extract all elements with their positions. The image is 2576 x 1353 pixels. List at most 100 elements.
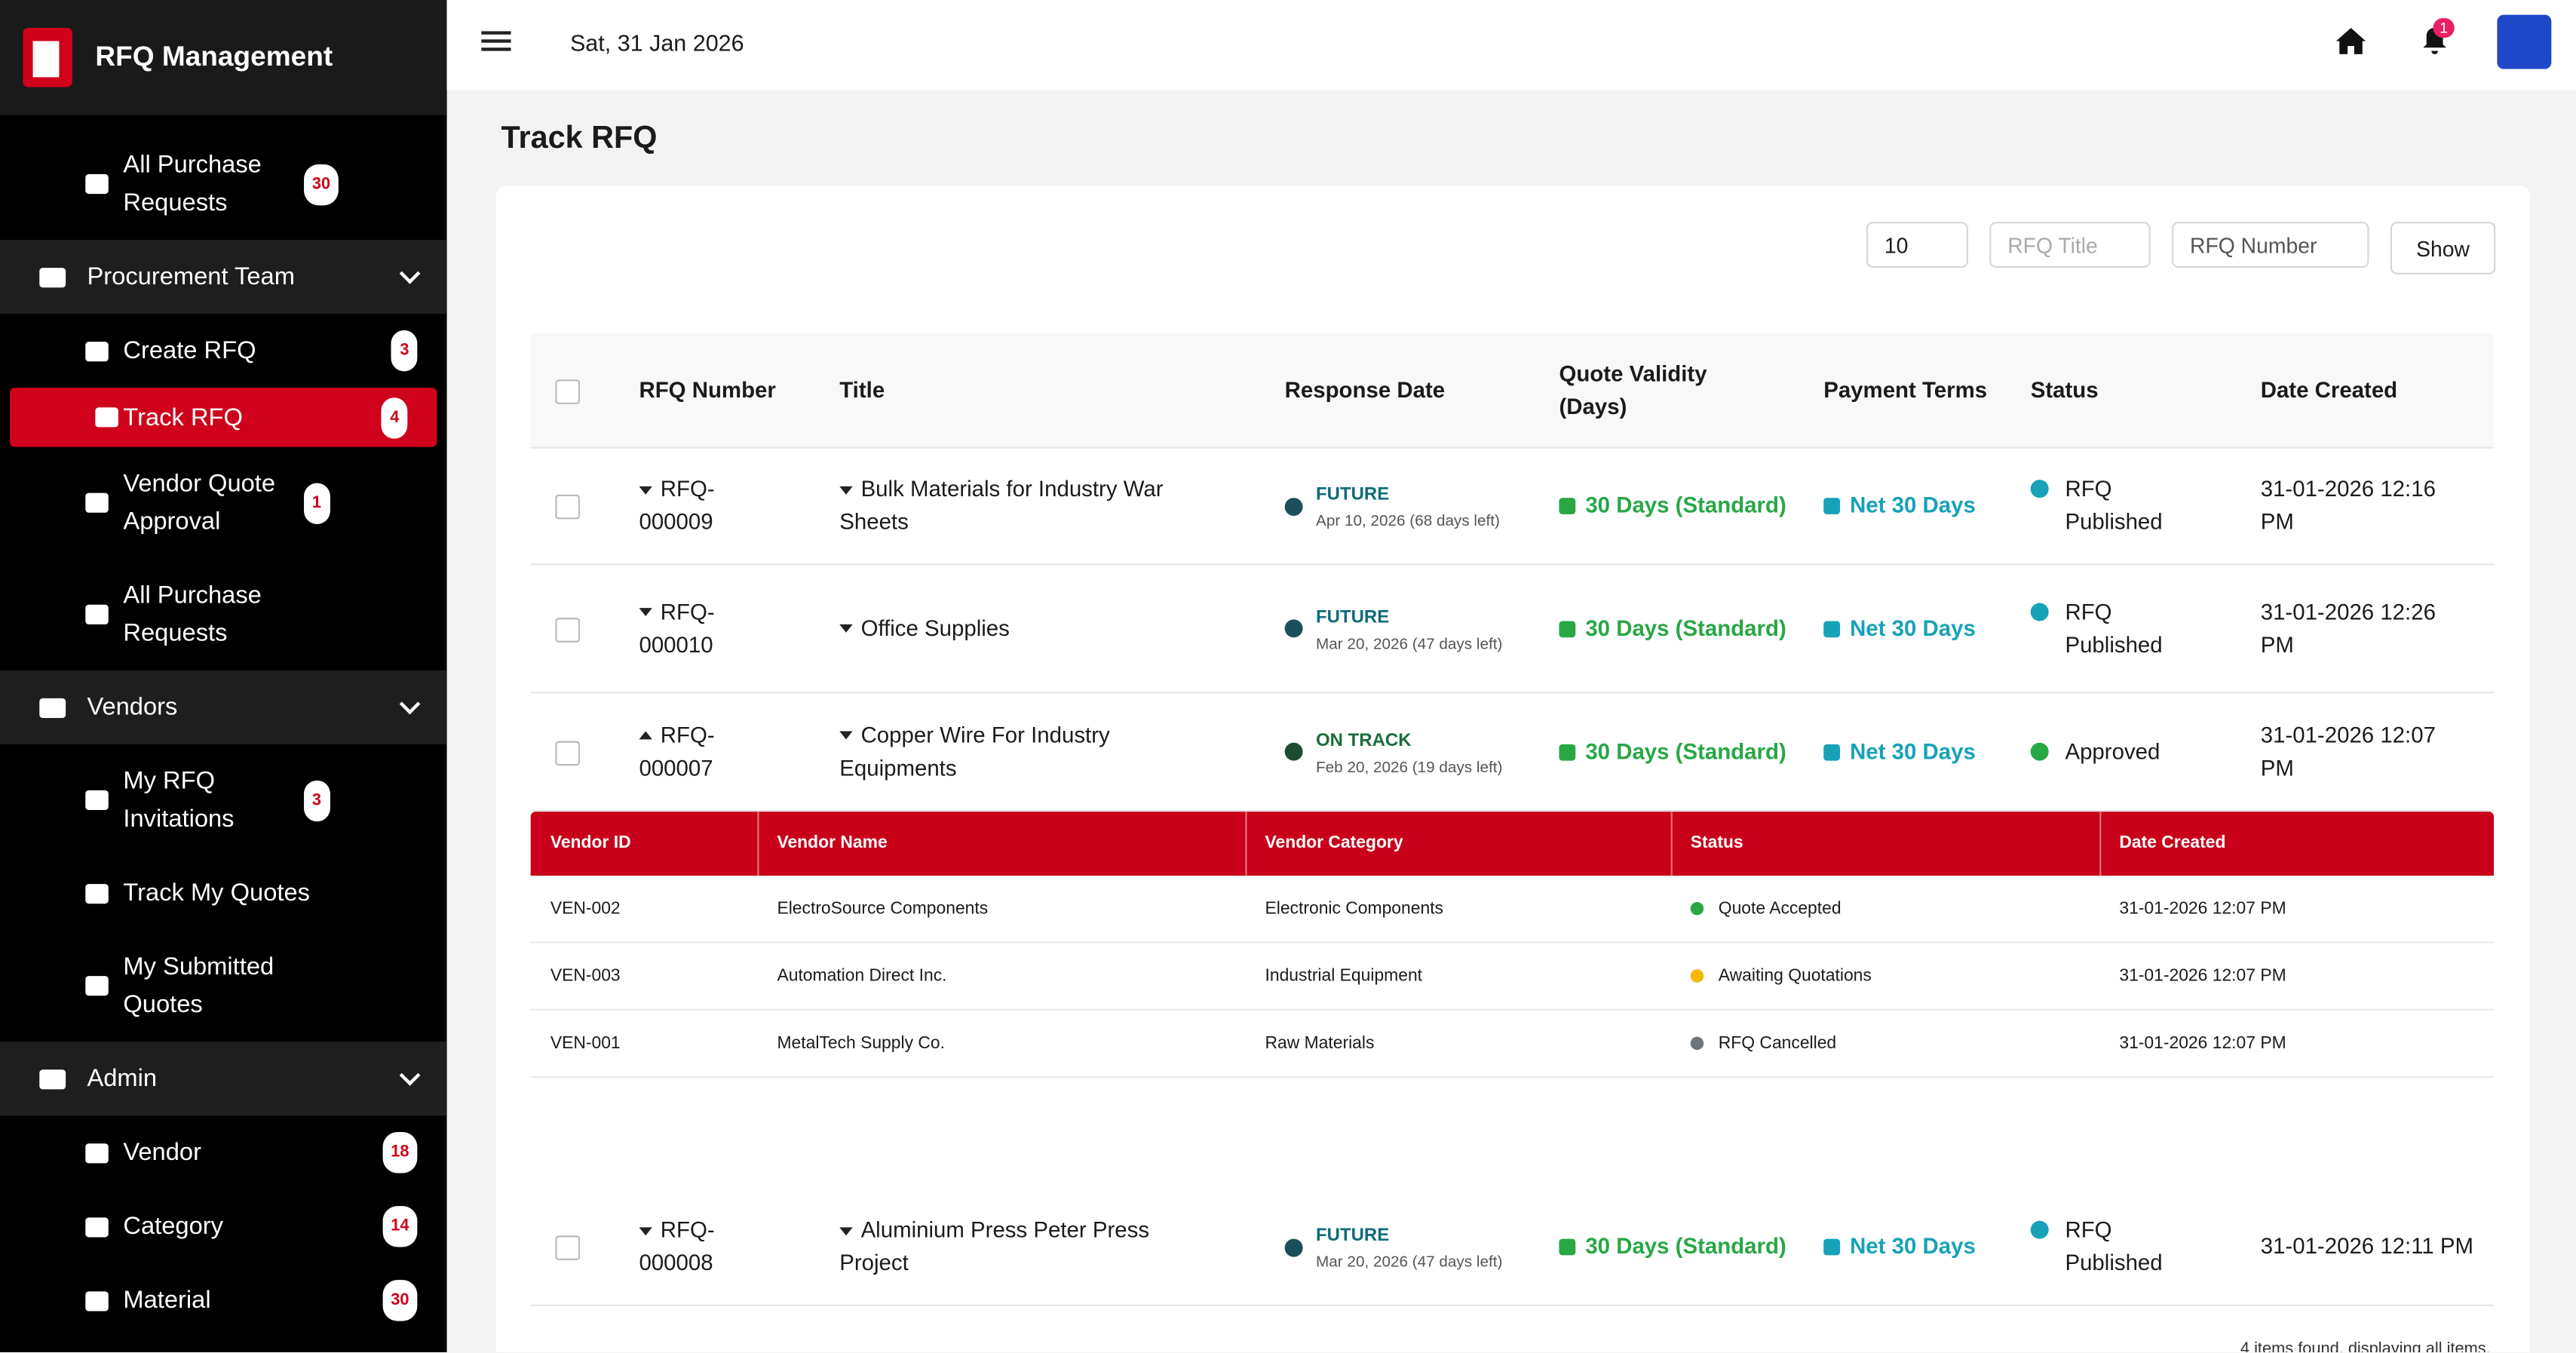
response-dot	[1284, 619, 1303, 638]
placeholder: RFQ Number	[2190, 232, 2317, 257]
vendor-cell: Raw Materials	[1265, 1033, 1374, 1053]
nav-item[interactable]: Vendor Quote Approval 1	[0, 447, 447, 559]
nav-label: Track RFQ	[123, 403, 243, 431]
table-row: RFQ-000010 Office Supplies FUTURE Mar 20, 2…	[530, 565, 2495, 694]
current-date: Sat, 31 Jan 2026	[569, 29, 744, 57]
status-cell: RFQ Published	[2030, 473, 2179, 538]
checkbox[interactable]	[555, 1235, 581, 1260]
brand[interactable]: RFQ Management	[0, 0, 447, 115]
nav-icon	[85, 341, 109, 361]
date-cell: 31-01-2026 12:07 PM	[2260, 722, 2436, 780]
nav-item[interactable]: Category 14	[0, 1189, 447, 1263]
caret	[639, 732, 652, 741]
nav-badge: 3	[391, 330, 418, 372]
status-dot	[2030, 741, 2049, 760]
show-button[interactable]: Show	[2390, 222, 2496, 275]
nav-group[interactable]: Procurement Team	[0, 240, 447, 314]
calendar-icon	[1559, 743, 1576, 760]
nav-icon	[85, 1216, 109, 1237]
page-size: 10	[1884, 232, 1909, 257]
validity-cell: 30 Days (Standard)	[1559, 612, 1786, 646]
nav-item[interactable]: All Purchase Requests 30	[0, 128, 447, 240]
vendor-cell: 31-01-2026 12:07 PM	[2119, 966, 2286, 986]
status: RFQ Published	[2065, 476, 2163, 535]
status-cell: Approved	[2030, 735, 2160, 769]
payment-terms: Net 30 Days	[1850, 615, 1976, 640]
nav-group[interactable]: Vendors	[0, 670, 447, 744]
home-icon[interactable]	[2335, 28, 2366, 54]
payment-terms: Net 30 Days	[1850, 492, 1976, 518]
chevron	[399, 262, 421, 284]
vendor-cell: VEN-002	[550, 899, 621, 919]
card: 10 RFQ Title RFQ Number Show RFQ Number T…	[495, 186, 2530, 1352]
nav-item[interactable]: Vendor 18	[0, 1115, 447, 1189]
title-cell: Aluminium Press Peter Press Project	[839, 1214, 1217, 1280]
checkbox[interactable]	[555, 617, 581, 642]
vendor-row: VEN-002 ElectroSource Components Electroni…	[530, 876, 2495, 943]
vendor-cell: VEN-001	[550, 1033, 621, 1053]
caret	[839, 486, 853, 495]
date-cell: 31-01-2026 12:26 PM	[2260, 599, 2436, 657]
vendor-value: VEN-003	[550, 965, 621, 986]
nav-icon	[85, 173, 109, 195]
vendor-table: Vendor ID Vendor Name Vendor Category Statu…	[530, 811, 2495, 1189]
vendor-column: Status	[1690, 833, 1743, 853]
response-status: FUTURE	[1316, 606, 1390, 627]
nav-group[interactable]: Admin	[0, 1042, 447, 1116]
column-header: Status	[2030, 376, 2099, 402]
avatar[interactable]	[2497, 14, 2552, 69]
page-size-select[interactable]: 10	[1866, 222, 1968, 268]
calendar-icon	[1559, 620, 1576, 637]
rfq-number-cell[interactable]: RFQ-000009	[639, 473, 753, 538]
response-info: FUTURE Mar 20, 2026 (47 days left)	[1316, 600, 1502, 656]
nav-label: Category	[123, 1212, 224, 1241]
nav-icon	[85, 882, 109, 904]
payment-cell: Net 30 Days	[1823, 489, 1976, 523]
nav-item[interactable]: My RFQ Invitations 3	[0, 744, 447, 856]
nav-badge: 30	[304, 163, 339, 205]
nav-item[interactable]: All Purchase Requests	[0, 559, 447, 670]
checkbox[interactable]	[555, 740, 581, 765]
rfq-title: Office Supplies	[860, 615, 1010, 640]
rfq-number-select[interactable]: RFQ Number	[2172, 222, 2369, 268]
menu-button[interactable]	[481, 31, 511, 35]
response-cell: FUTURE Mar 20, 2026 (47 days left)	[1284, 1219, 1502, 1275]
vendor-cell: Awaiting Quotations	[1690, 965, 1872, 986]
nav-icon	[85, 1143, 109, 1163]
rfq-number-cell[interactable]: RFQ-000010	[639, 596, 753, 661]
rfq-title-input[interactable]: RFQ Title	[1989, 222, 2151, 268]
vendor-value: Electronic Components	[1265, 898, 1444, 919]
nav-item[interactable]: Track RFQ 4	[10, 388, 437, 447]
response-dot	[1284, 742, 1303, 761]
checkbox[interactable]	[555, 379, 581, 403]
nav-item[interactable]: Create RFQ 3	[0, 314, 447, 388]
vendor-cell: Industrial Equipment	[1265, 966, 1422, 986]
calendar-icon	[1559, 498, 1576, 514]
vendor-value: MetalTech Supply Co.	[777, 1033, 945, 1054]
nav-item[interactable]: Material 30	[0, 1263, 447, 1337]
checkbox[interactable]	[555, 494, 581, 520]
validity-cell: 30 Days (Standard)	[1559, 1231, 1786, 1264]
rfq-title: Bulk Materials for Industry War Sheets	[839, 476, 1164, 535]
response-info: FUTURE Apr 10, 2026 (68 days left)	[1316, 478, 1500, 534]
vendor-status-dot	[1690, 902, 1704, 916]
response-detail: Mar 20, 2026 (47 days left)	[1316, 635, 1503, 653]
nav-icon	[85, 604, 109, 624]
nav-item[interactable]: My Submitted Quotes	[0, 930, 447, 1042]
vendor-value: 31-01-2026 12:07 PM	[2119, 965, 2286, 986]
group-icon	[39, 697, 66, 717]
rfq-number-cell[interactable]: RFQ-000008	[639, 1214, 753, 1280]
rfq-number: RFQ-000010	[639, 599, 715, 657]
app-title: RFQ Management	[95, 41, 333, 72]
nav-label: My RFQ Invitations	[123, 767, 235, 833]
rfq-number-cell[interactable]: RFQ-000007	[639, 719, 753, 784]
nav-badge: 30	[382, 1280, 418, 1321]
chevron	[399, 693, 421, 715]
nav-item[interactable]: Track My Quotes	[0, 856, 447, 930]
placeholder: RFQ Title	[2007, 232, 2098, 257]
vendor-value: Awaiting Quotations	[1718, 965, 1872, 986]
chevron	[399, 1065, 421, 1086]
vendor-header: Vendor ID Vendor Name Vendor Category Statu…	[530, 811, 2495, 876]
response-info: FUTURE Mar 20, 2026 (47 days left)	[1316, 1219, 1502, 1275]
vendor-value: Automation Direct Inc.	[777, 965, 947, 986]
